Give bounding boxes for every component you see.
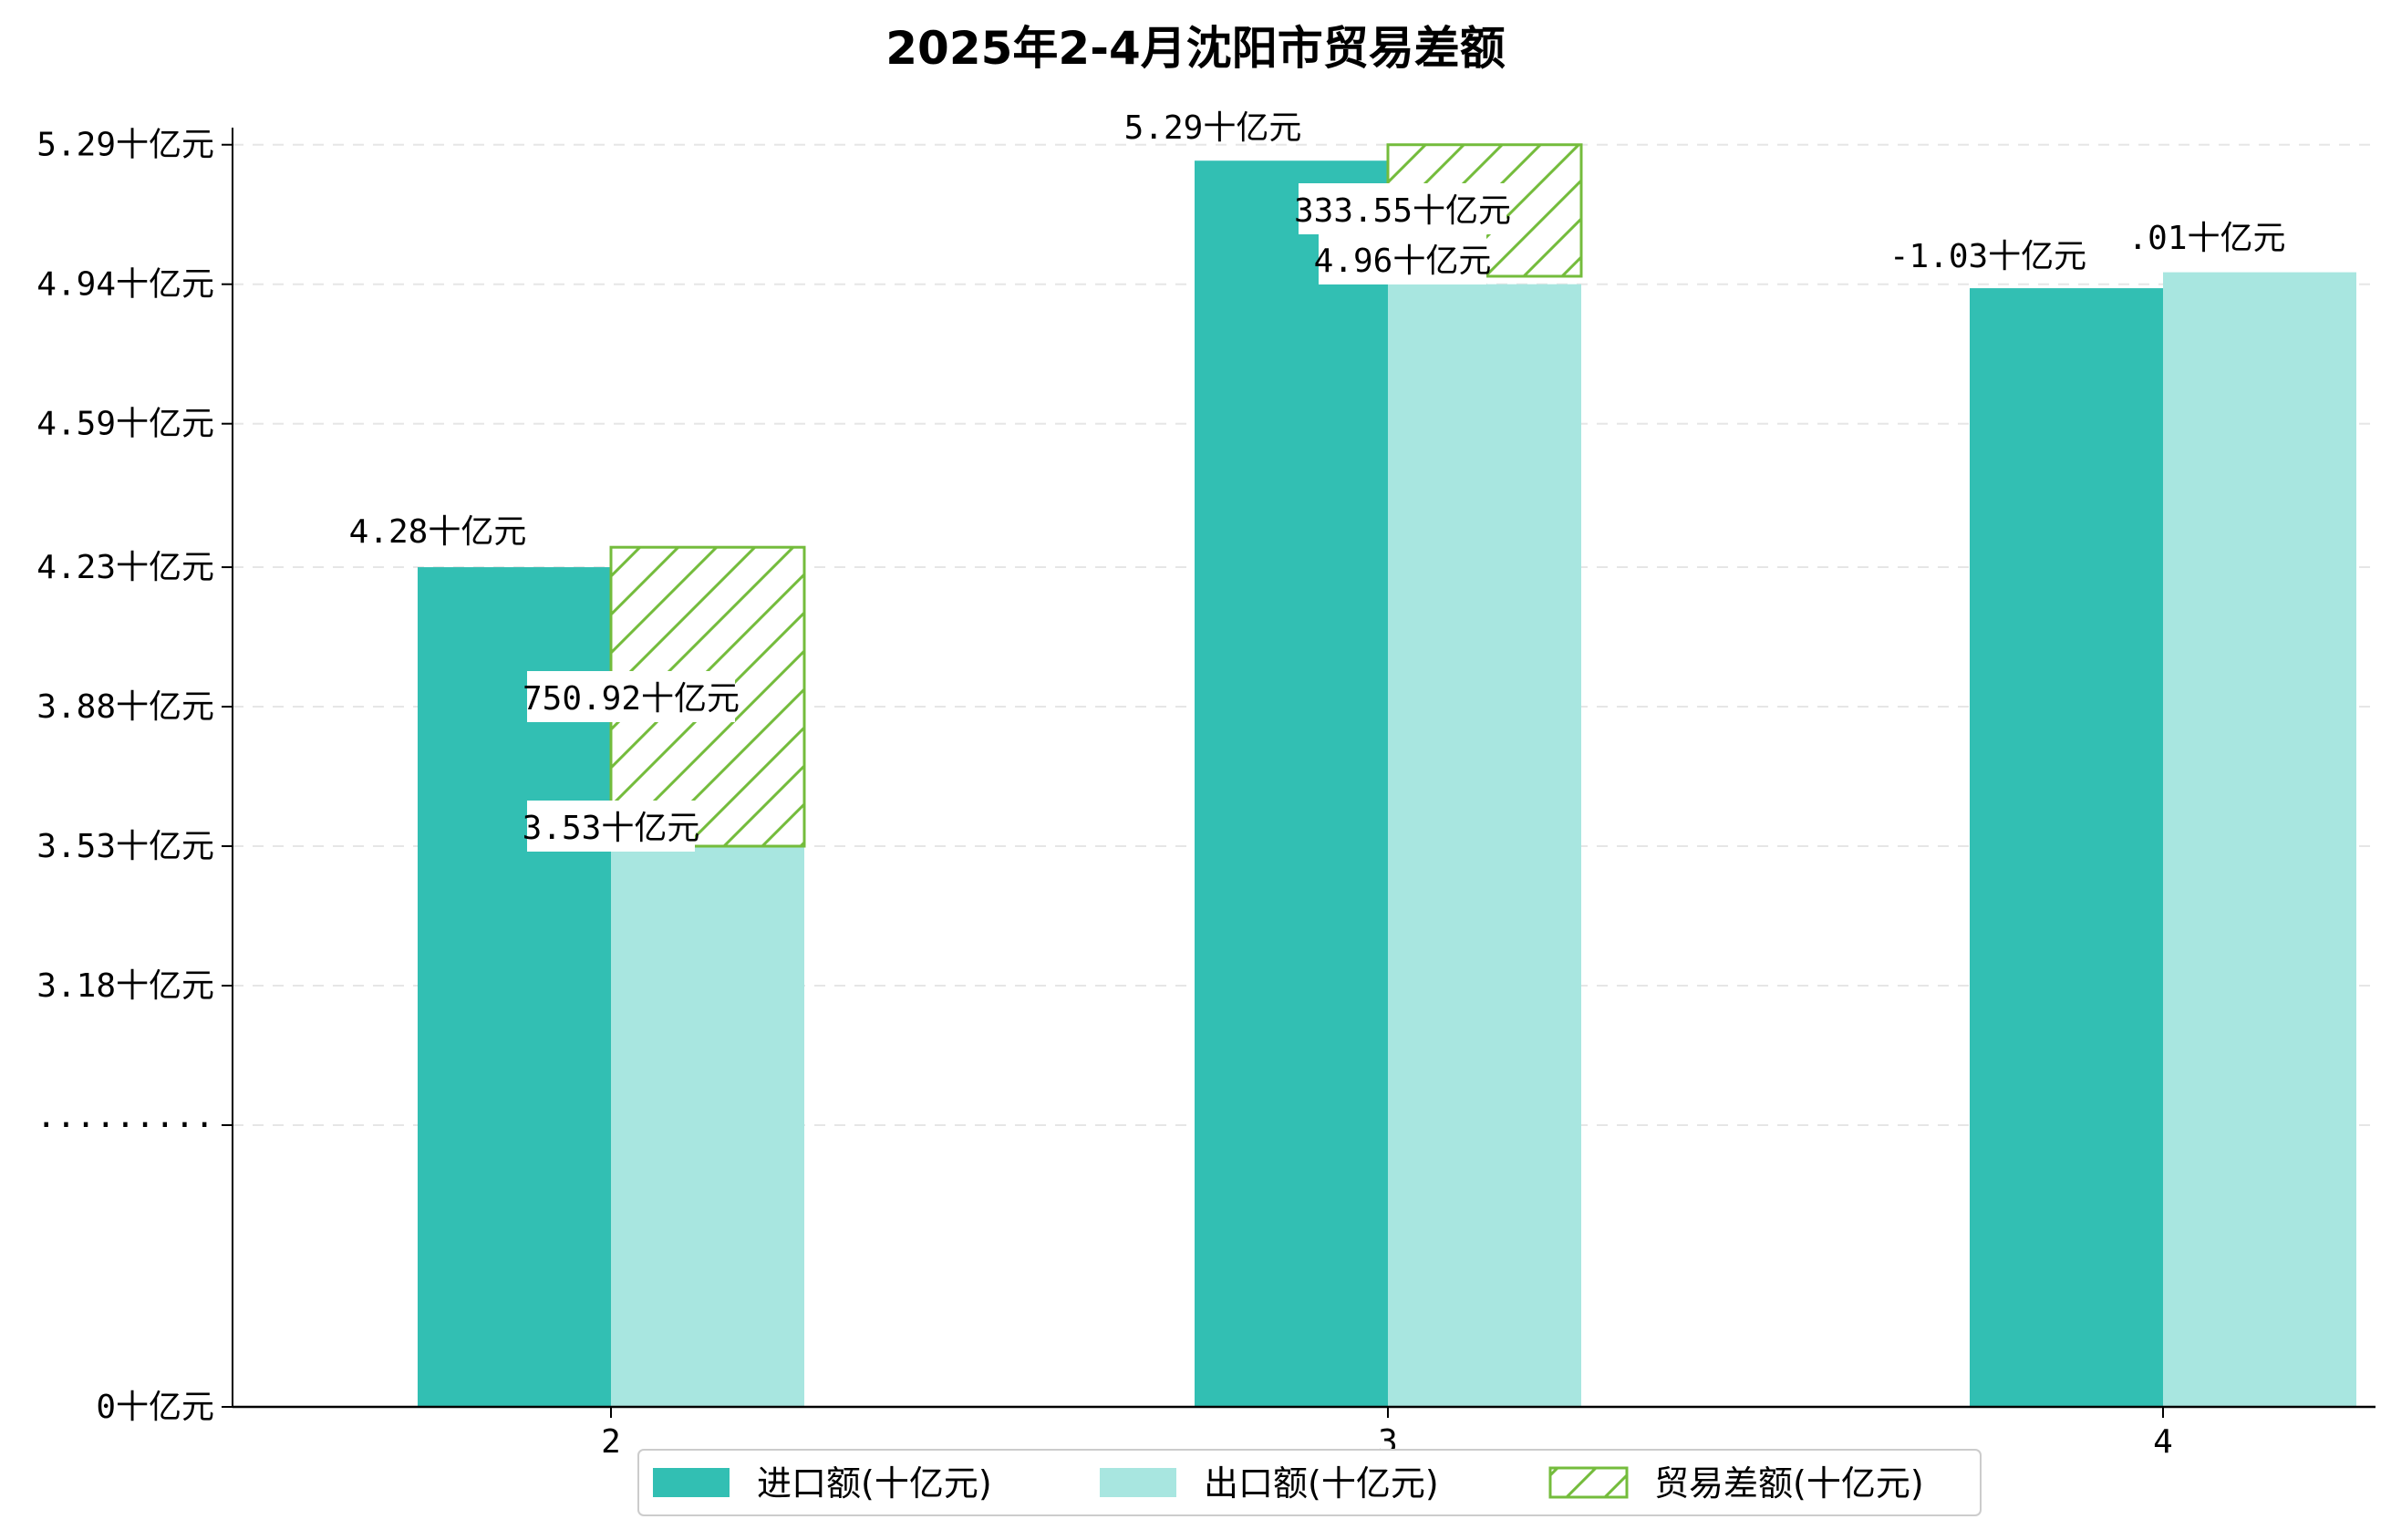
data-label-bg — [1299, 183, 1506, 234]
data-label: 5.29十亿元 — [1124, 109, 1302, 147]
data-label-bg — [1894, 229, 2082, 280]
legend-swatch — [653, 1468, 730, 1497]
data-label-bg — [1319, 233, 1486, 284]
y-tick-label: 4.23十亿元 — [36, 549, 214, 586]
legend-label: 进口额(十亿元) — [757, 1463, 992, 1504]
y-tick-label: 3.18十亿元 — [36, 967, 214, 1005]
bar-export — [2163, 272, 2356, 1408]
x-tick-label: 2 — [601, 1423, 621, 1461]
legend-label: 贸易差额(十亿元) — [1654, 1463, 1924, 1504]
data-labels: 4.28十亿元 5.29十亿元 -1.03十亿元 3.53十亿元 4.96十亿元 .01十… — [349, 109, 2286, 852]
chart-title: 2025年2-4月沈阳市贸易差额 — [885, 22, 1506, 75]
legend: 进口额(十亿元) 出口额(十亿元) 贸易差额(十亿元) — [637, 1449, 1982, 1516]
data-label-bg — [2133, 211, 2281, 262]
legend-swatch — [1100, 1468, 1176, 1497]
bar-import — [1195, 160, 1388, 1407]
legend-swatch — [1548, 1466, 1629, 1499]
data-label: 4.28十亿元 — [349, 513, 527, 551]
data-label: .01十亿元 — [2127, 220, 2285, 257]
bar-export — [1388, 284, 1581, 1407]
y-tick-label: 4.94十亿元 — [36, 266, 214, 304]
data-label: 4.96十亿元 — [1314, 243, 1492, 280]
legend-box — [637, 1449, 1982, 1516]
data-label: -1.03十亿元 — [1889, 238, 2086, 275]
y-tick-label: 4.59十亿元 — [36, 406, 214, 443]
y-tick-label: 3.53十亿元 — [36, 828, 214, 865]
bar-import — [1970, 288, 2163, 1408]
data-label-bg — [527, 801, 695, 852]
x-tick-label: 4 — [2153, 1423, 2173, 1461]
y-tick-label: 3.88十亿元 — [36, 688, 214, 726]
axes: 0十亿元 ········· 3.18十亿元 3.53十亿元 3.88十亿元 4.23十亿… — [36, 127, 2375, 1461]
data-label: 333.55十亿元 — [1294, 192, 1511, 230]
bar-export — [611, 846, 804, 1407]
y-tick-label: ········· — [36, 1107, 214, 1144]
y-tick-label: 5.29十亿元 — [36, 127, 214, 164]
bars — [418, 143, 2356, 1408]
data-label: 750.92十亿元 — [523, 680, 740, 718]
y-tick-label: 0十亿元 — [96, 1389, 214, 1426]
legend-label: 出口额(十亿元) — [1204, 1463, 1439, 1504]
data-label-bg — [527, 671, 735, 722]
data-label: 3.53十亿元 — [523, 810, 700, 847]
